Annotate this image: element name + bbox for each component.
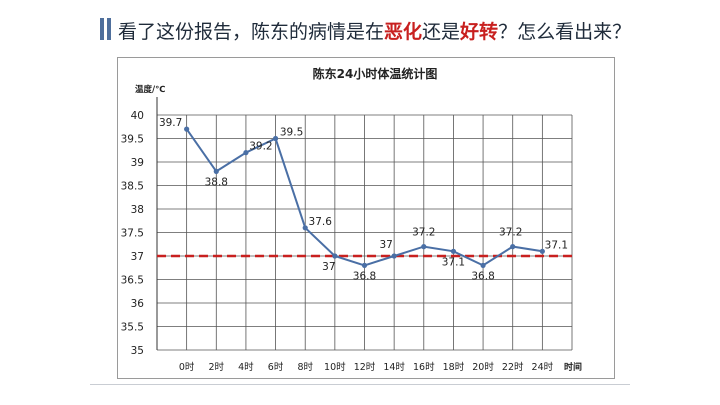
x-tick-label: 0时 bbox=[179, 361, 195, 373]
data-point bbox=[510, 244, 516, 250]
x-tick-label: 16时 bbox=[413, 361, 435, 373]
x-tick-label: 18时 bbox=[443, 361, 465, 373]
data-label: 36.8 bbox=[353, 270, 376, 282]
data-point bbox=[361, 262, 368, 268]
data-point bbox=[302, 225, 308, 231]
data-point bbox=[450, 248, 457, 254]
y-tick-label: 40 bbox=[131, 110, 144, 122]
y-tick-label: 37 bbox=[131, 251, 144, 263]
chart-title: 陈东24小时体温统计图 bbox=[313, 66, 438, 81]
y-tick-label: 37.5 bbox=[121, 228, 144, 240]
y-tick-label: 38 bbox=[131, 204, 144, 216]
x-tick-label: 6时 bbox=[268, 361, 284, 373]
data-label: 39.5 bbox=[280, 127, 303, 139]
data-label: 38.8 bbox=[205, 176, 228, 188]
data-label: 37.6 bbox=[309, 216, 333, 228]
x-tick-label: 4时 bbox=[238, 361, 254, 373]
y-tick-label: 39.5 bbox=[121, 134, 144, 146]
y-tick-label: 36 bbox=[131, 298, 145, 310]
y-tick-label: 35 bbox=[131, 345, 144, 357]
data-label: 36.8 bbox=[471, 270, 494, 282]
data-point bbox=[184, 126, 190, 132]
question-part-2: 还是 bbox=[422, 21, 461, 43]
y-tick-label: 36.5 bbox=[121, 275, 144, 287]
data-point bbox=[391, 253, 397, 259]
x-tick-label: 14时 bbox=[383, 361, 405, 373]
question-text: 看了这份报告，陈东的病情是在恶化还是好转？怎么看出来？ bbox=[118, 17, 631, 44]
x-tick-label: 8时 bbox=[297, 361, 313, 373]
data-point bbox=[480, 262, 486, 268]
y-tick-label: 39 bbox=[131, 157, 144, 169]
highlight-worse: 恶化 bbox=[384, 21, 423, 43]
slide-header: 看了这份报告，陈东的病情是在恶化还是好转？怎么看出来？ bbox=[0, 0, 720, 55]
header-accent-bar bbox=[107, 18, 111, 40]
data-point bbox=[539, 248, 545, 254]
x-tick-label: 12时 bbox=[354, 361, 376, 373]
data-label: 39.7 bbox=[159, 117, 182, 129]
data-point bbox=[213, 168, 219, 174]
data-point bbox=[421, 244, 427, 250]
data-point bbox=[243, 150, 249, 156]
question-part-3: ？怎么看出来？ bbox=[498, 21, 632, 43]
data-label: 37.2 bbox=[412, 227, 435, 239]
data-label: 39.2 bbox=[249, 141, 272, 153]
y-tick-label: 38.5 bbox=[121, 181, 144, 193]
chart-frame bbox=[117, 57, 615, 379]
x-tick-label: 24时 bbox=[532, 361, 554, 373]
data-label: 37.1 bbox=[545, 239, 568, 251]
header-accent-bar bbox=[100, 18, 104, 40]
x-tick-label: 20时 bbox=[472, 361, 494, 373]
highlight-better: 好转 bbox=[460, 21, 499, 43]
x-tick-label: 2时 bbox=[209, 361, 225, 373]
data-point bbox=[332, 253, 338, 259]
data-label: 37.1 bbox=[442, 256, 465, 268]
data-label: 37.2 bbox=[499, 227, 522, 239]
x-tick-label: 10时 bbox=[324, 361, 346, 373]
y-tick-label: 35.5 bbox=[121, 322, 144, 334]
x-axis-label: 时间 bbox=[564, 361, 582, 373]
question-part-1: 看了这份报告，陈东的病情是在 bbox=[118, 21, 385, 43]
data-label: 37 bbox=[322, 261, 335, 273]
x-tick-label: 22时 bbox=[502, 361, 524, 373]
data-label: 37 bbox=[379, 239, 392, 251]
data-point bbox=[272, 135, 279, 142]
slide-bottom-rule bbox=[90, 384, 630, 385]
y-axis-label: 温度/℃ bbox=[135, 84, 165, 95]
